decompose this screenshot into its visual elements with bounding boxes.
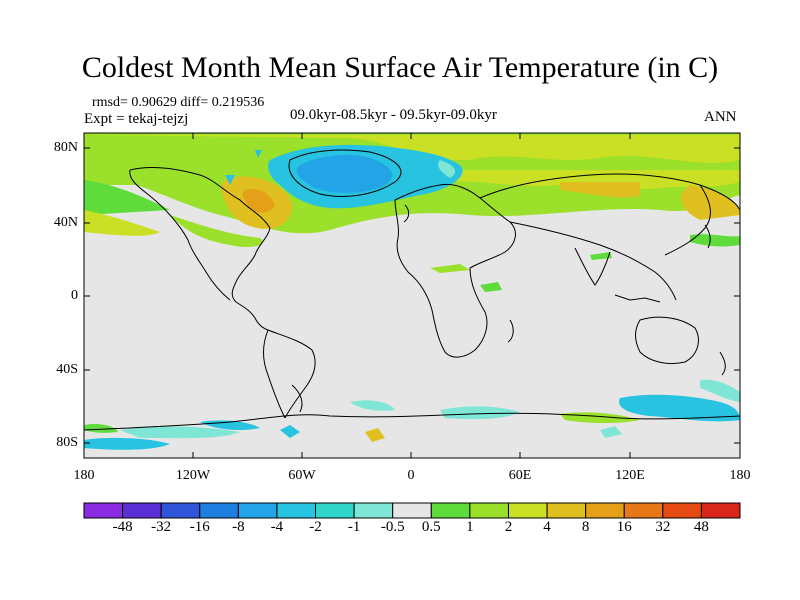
colorbar-swatch [507,502,548,519]
colorbar-label: 32 [655,519,671,535]
lat-label-80s: 80S [56,435,78,450]
antarctic-anomaly-field [84,379,740,458]
colorbar-label: -1 [347,519,361,535]
map-title: Coldest Month Mean Surface Air Temperatu… [81,51,719,84]
colorbar-swatch [199,502,239,519]
colorbar-label: 8 [581,519,590,535]
colorbar-swatch [469,502,509,519]
colorbar-swatch [83,502,124,519]
colorbar-label: 0.5 [421,519,441,535]
colorbar-label: -48 [112,519,133,535]
colorbar-swatch [662,502,702,519]
tropical-anomaly-patches [430,234,740,292]
lat-label-0: 0 [71,288,78,303]
colorbar-label: -16 [189,519,210,535]
colorbar-label: -8 [232,519,245,535]
lon-label-120e: 120E [615,468,645,483]
colorbar-swatch [315,502,355,519]
colorbar-swatch [430,502,471,519]
lat-label-40s: 40S [56,362,78,377]
lat-label-40n: 40N [53,215,78,230]
lon-label-180e: 180 [729,468,751,483]
colorbar-label: 1 [466,519,474,535]
colorbar-swatch [122,502,162,519]
colorbar-label: -2 [309,519,322,535]
colorbar-swatch [160,502,201,519]
colorbar-swatch [237,502,278,519]
colorbar-label: 48 [693,519,709,535]
colorbar-swatch [353,502,394,519]
axis-ticks [84,133,740,458]
colorbar-label: -0.5 [380,519,405,535]
coastlines [84,149,740,431]
lon-label-180w: 180 [73,468,95,483]
colorbar-label: 2 [504,519,513,535]
experiment-text: Expt = tekaj-tejzj [84,111,189,127]
arctic-anomaly-field [84,133,740,248]
colorbar-label: -4 [270,519,284,535]
colorbar-swatch [623,502,664,519]
lat-label-80n: 80N [53,140,78,155]
period-text: 09.0kyr-08.5kyr - 09.5kyr-09.0kyr [290,107,497,123]
lon-label-0: 0 [407,468,415,483]
lon-label-60w: 60W [288,468,316,483]
colorbar-label: 4 [543,519,551,535]
stats-text: rmsd= 0.90629 diff= 0.219536 [92,95,265,110]
colorbar-swatch [700,502,741,519]
colorbar-swatch [392,502,432,519]
colorbar-label: 16 [616,519,632,535]
lon-label-60e: 60E [508,468,532,483]
colorbar-swatch [546,502,587,519]
colorbar-label: -32 [151,519,172,535]
lon-label-120w: 120W [175,468,211,483]
colorbar-swatch [276,502,317,519]
colorbar-swatch [585,502,625,519]
season-text: ANN [704,109,737,125]
